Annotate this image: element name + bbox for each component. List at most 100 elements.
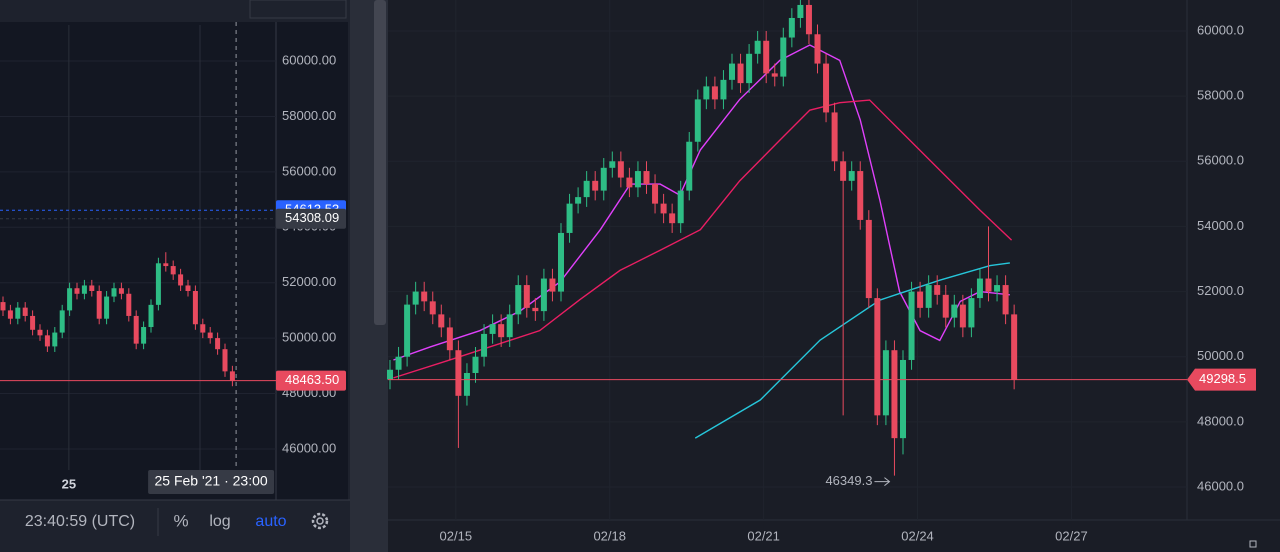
utc-time[interactable]: 23:40:59 (UTC) bbox=[25, 513, 135, 530]
right-panel bbox=[388, 0, 1280, 552]
candle-body bbox=[0, 302, 6, 311]
candle-body bbox=[566, 203, 573, 233]
y-tick-label: 52000.0 bbox=[1197, 283, 1244, 298]
candle-body bbox=[788, 17, 795, 38]
candle-body bbox=[37, 329, 43, 336]
left-top-tools[interactable] bbox=[249, 0, 347, 19]
candle-body bbox=[463, 373, 470, 396]
candle-body bbox=[686, 141, 693, 191]
candle-body bbox=[81, 285, 87, 294]
settings-gear[interactable] bbox=[311, 512, 329, 530]
candle-body bbox=[515, 285, 522, 315]
candle-body bbox=[900, 359, 906, 439]
price-tag bbox=[1187, 368, 1256, 391]
candle-body bbox=[737, 63, 744, 84]
x-tick-label: 02/27 bbox=[1055, 528, 1088, 543]
candle-body bbox=[523, 285, 530, 308]
candle-body bbox=[985, 278, 992, 292]
x-tick-label: 02/21 bbox=[747, 528, 780, 543]
price-tag bbox=[276, 208, 346, 229]
candle-body bbox=[831, 112, 838, 162]
candle-body bbox=[185, 285, 191, 292]
candle-body bbox=[421, 291, 428, 302]
candle-body bbox=[652, 184, 659, 204]
candle-body bbox=[155, 263, 161, 305]
candle-body bbox=[617, 161, 624, 178]
y-tick-label: 60000.0 bbox=[1197, 22, 1244, 37]
candle-body bbox=[771, 73, 778, 77]
candle-body bbox=[163, 263, 169, 267]
candle-body bbox=[148, 304, 154, 328]
candle-body bbox=[222, 349, 228, 372]
price-tag-label: 54308.09 bbox=[285, 210, 339, 225]
candle-body bbox=[404, 304, 411, 357]
candle-body bbox=[942, 294, 949, 318]
y-tick-label: 46000.00 bbox=[282, 440, 336, 455]
candle-body bbox=[489, 324, 496, 334]
candle-body bbox=[780, 37, 787, 77]
y-tick-label: 48000.0 bbox=[1197, 413, 1244, 428]
y-tick-label: 46000.0 bbox=[1197, 478, 1244, 493]
candle-body bbox=[229, 371, 235, 381]
candle-body bbox=[711, 86, 718, 100]
annotation-label: 46349.3 bbox=[825, 473, 872, 488]
candle-body bbox=[67, 288, 73, 311]
candle-body bbox=[429, 301, 436, 315]
candle-body bbox=[498, 324, 505, 338]
candle-body bbox=[669, 213, 676, 224]
candle-body bbox=[592, 180, 599, 191]
candle-body bbox=[917, 291, 924, 308]
candle-body bbox=[805, 4, 812, 35]
y-tick-label: 52000.00 bbox=[282, 274, 336, 289]
candle-body bbox=[22, 307, 28, 316]
candle-body bbox=[600, 167, 607, 191]
resize-handle[interactable] bbox=[1249, 540, 1257, 548]
candle-body bbox=[959, 304, 966, 328]
candle-body bbox=[133, 315, 139, 344]
candle-body bbox=[694, 99, 701, 142]
candle-body bbox=[908, 291, 915, 360]
candle-body bbox=[59, 310, 65, 333]
candle-body bbox=[575, 197, 582, 204]
candle-body bbox=[609, 161, 616, 168]
candle-body bbox=[634, 171, 641, 188]
y-tick-label: 50000.00 bbox=[282, 330, 336, 345]
candle-body bbox=[626, 177, 633, 188]
candle-body bbox=[968, 298, 975, 328]
log-toggle[interactable]: log bbox=[209, 513, 230, 530]
candle-body bbox=[1011, 314, 1018, 380]
candle-body bbox=[746, 53, 753, 84]
y-tick-label: 56000.0 bbox=[1197, 153, 1244, 168]
scrollbar[interactable] bbox=[374, 0, 386, 325]
candle-body bbox=[481, 333, 488, 357]
auto-toggle[interactable]: auto bbox=[255, 513, 286, 530]
candle-body bbox=[141, 327, 147, 344]
candle-body bbox=[891, 350, 898, 439]
crosshair-label: 25 Feb '21 · 23:00 bbox=[154, 473, 267, 489]
candle-body bbox=[200, 324, 206, 333]
candle-body bbox=[754, 40, 761, 54]
x-tick-label: 25 bbox=[62, 476, 76, 491]
gear-teeth bbox=[311, 512, 329, 530]
candle-body bbox=[96, 291, 102, 319]
candle-body bbox=[438, 314, 445, 328]
moving-average bbox=[393, 44, 1010, 361]
candle-body bbox=[925, 285, 932, 308]
candle-body bbox=[506, 314, 513, 338]
candle-body bbox=[472, 356, 479, 374]
crosshair-tag bbox=[148, 470, 275, 494]
moving-average bbox=[393, 99, 1013, 379]
y-tick-label: 58000.00 bbox=[282, 108, 336, 123]
candle-body bbox=[44, 335, 50, 347]
candle-body bbox=[178, 274, 184, 286]
candle-body bbox=[7, 310, 13, 319]
percent-toggle[interactable]: % bbox=[173, 511, 188, 530]
candle-body bbox=[30, 315, 36, 330]
y-tick-label: 50000.0 bbox=[1197, 348, 1244, 363]
candle-body bbox=[720, 79, 727, 100]
price-tag-label: 49298.5 bbox=[1199, 371, 1246, 386]
candle-body bbox=[823, 63, 830, 113]
candle-body bbox=[865, 219, 872, 299]
